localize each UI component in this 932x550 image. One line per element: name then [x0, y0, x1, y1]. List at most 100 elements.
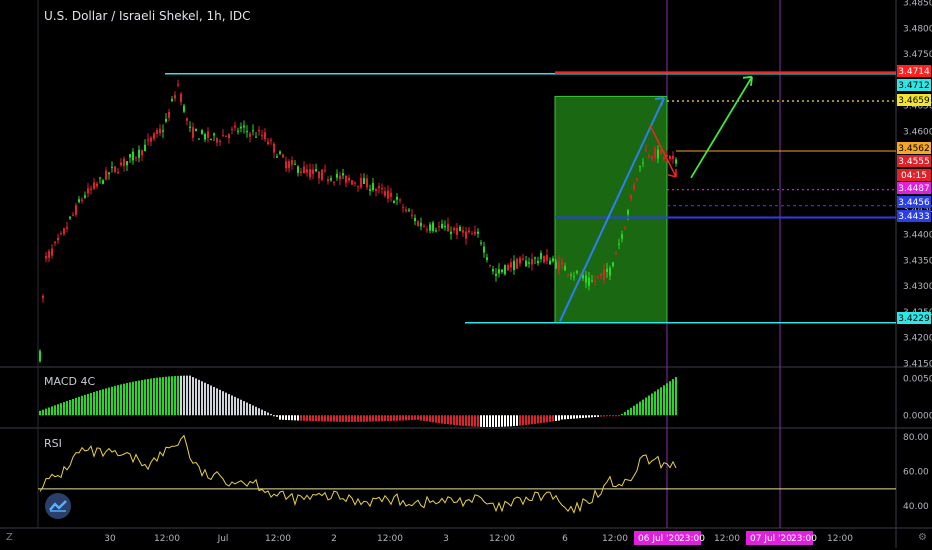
settings-gear-icon[interactable]: ⚙: [918, 532, 927, 543]
macd-bar: [330, 415, 332, 422]
candle-body: [117, 171, 119, 173]
macd-bar: [414, 415, 416, 420]
macd-bar: [642, 399, 644, 416]
candle-body: [387, 190, 389, 199]
candle-body: [642, 162, 644, 164]
rsi-label: RSI: [44, 437, 62, 450]
candle-body: [129, 154, 131, 158]
candle-body: [351, 180, 353, 185]
candle-body: [624, 228, 626, 230]
time-tick-label: 6: [562, 534, 568, 544]
candle-body: [321, 169, 323, 180]
macd-bar: [558, 415, 560, 421]
macd-bar: [651, 393, 653, 416]
time-tick-label: 12:00: [154, 534, 180, 544]
macd-histogram: [39, 375, 677, 427]
candle-body: [201, 130, 203, 134]
candle-body: [312, 169, 314, 175]
macd-bar: [471, 415, 473, 427]
candle-body: [537, 261, 539, 264]
candle-body: [492, 269, 494, 272]
macd-bar: [546, 415, 548, 423]
macd-bar: [84, 394, 86, 416]
macd-bar: [249, 403, 251, 416]
macd-bar: [303, 415, 305, 421]
macd-bar: [660, 387, 662, 416]
macd-bar: [219, 389, 221, 416]
candle-body: [366, 178, 368, 188]
candle-body: [42, 295, 44, 299]
price-tag-label: 3.4456: [898, 198, 930, 208]
candle-body: [588, 277, 590, 286]
candle-body: [570, 274, 572, 276]
candle-body: [345, 175, 347, 183]
candle-body: [198, 138, 200, 140]
macd-bar: [339, 415, 341, 422]
macd-bar: [507, 415, 509, 427]
macd-bar: [123, 383, 125, 416]
macd-tick-label: 0.0050: [903, 375, 932, 385]
macd-bar: [552, 415, 554, 422]
macd-bar: [627, 409, 629, 416]
candle-body: [123, 158, 125, 167]
candle-body: [660, 150, 662, 153]
macd-bar: [324, 415, 326, 422]
candle-body: [261, 135, 263, 137]
candle-body: [603, 269, 605, 281]
candle-body: [99, 177, 101, 179]
candle-body: [249, 133, 251, 137]
candle-body: [672, 155, 674, 160]
price-tag: [897, 182, 931, 194]
macd-bar: [279, 415, 281, 420]
macd-bar: [423, 415, 425, 421]
candle-body: [273, 143, 275, 153]
date-highlight-label: 07 Jul '20: [750, 534, 792, 544]
macd-bar: [162, 377, 164, 416]
macd-bar: [459, 415, 461, 426]
macd-bar: [390, 415, 392, 421]
price-tag: [897, 155, 931, 167]
candle-body: [630, 195, 632, 199]
macd-bar: [531, 415, 533, 425]
candle-body: [645, 150, 647, 152]
candle-body: [300, 171, 302, 173]
candle-body: [354, 182, 356, 184]
candle-body: [495, 273, 497, 276]
candle-body: [639, 165, 641, 167]
candle-body: [114, 166, 116, 172]
macd-bar: [171, 376, 173, 416]
candle-body: [174, 95, 176, 99]
candle-body: [480, 242, 482, 244]
candle-body: [297, 166, 299, 173]
macd-bar: [489, 415, 491, 427]
candle-body: [75, 205, 77, 215]
candle-body: [423, 226, 425, 228]
time-tick-label: 12:00: [602, 534, 628, 544]
macd-bar: [588, 415, 590, 418]
candle-body: [156, 130, 158, 134]
candle-body: [57, 237, 59, 241]
tradingview-logo[interactable]: [45, 493, 71, 519]
candle-body: [513, 260, 515, 271]
macd-bar: [192, 377, 194, 416]
candle-body: [402, 207, 404, 209]
macd-bar: [510, 415, 512, 427]
candle-body: [309, 169, 311, 178]
macd-bar: [189, 375, 191, 416]
candle-body: [189, 126, 191, 128]
candle-body: [633, 184, 635, 190]
macd-bar: [99, 390, 101, 416]
timezone-toggle[interactable]: Z: [6, 532, 13, 543]
macd-bar: [264, 411, 266, 416]
candle-body: [573, 276, 575, 278]
macd-bar: [102, 389, 104, 416]
macd-bar: [66, 401, 68, 416]
macd-bar: [318, 415, 320, 422]
macd-bar: [624, 411, 626, 416]
macd-bar: [387, 415, 389, 422]
candle-body: [378, 186, 380, 189]
macd-bar: [525, 415, 527, 425]
macd-bar: [195, 378, 197, 416]
candle-body: [405, 209, 407, 212]
